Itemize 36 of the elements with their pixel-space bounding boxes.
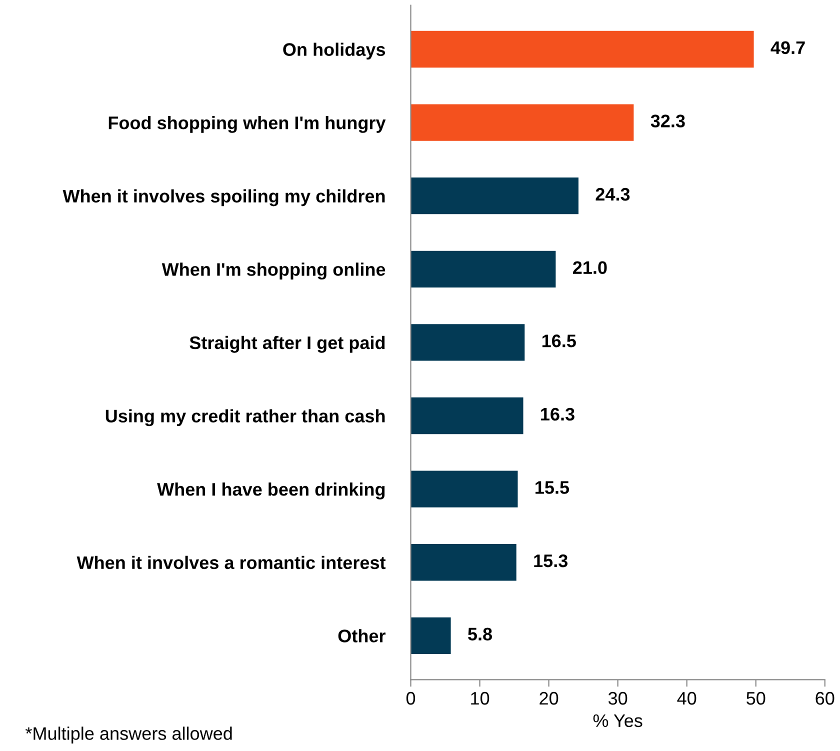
data-label: 15.3 <box>534 554 568 568</box>
bar <box>410 397 524 434</box>
bar <box>410 30 754 68</box>
bar <box>410 104 634 141</box>
x-axis-title: % Yes <box>593 714 642 728</box>
bar <box>410 544 516 581</box>
x-tick-label: 40 <box>677 692 696 705</box>
y-tick-label: When I'm shopping online <box>162 262 386 280</box>
y-tick-label: Using my credit rather than cash <box>106 409 385 426</box>
bar <box>410 250 556 288</box>
data-label: 5.8 <box>468 628 492 641</box>
y-tick-label: On holidays <box>283 42 386 60</box>
data-label: 16.3 <box>541 408 574 421</box>
y-tick-label: When it involves spoiling my children <box>62 189 385 206</box>
y-tick-label: Other <box>338 629 386 642</box>
y-tick-label: When I have been drinking <box>157 482 385 500</box>
bar <box>410 324 525 361</box>
data-label: 49.7 <box>770 41 805 54</box>
data-label: 15.5 <box>536 481 570 494</box>
x-tick-label: 10 <box>471 692 490 705</box>
x-tick-label: 50 <box>746 692 766 705</box>
data-label: 32.3 <box>650 114 685 128</box>
data-label: 24.3 <box>596 188 630 201</box>
x-tick-label: 20 <box>540 692 558 705</box>
y-tick-label: Straight after I get paid <box>190 336 385 353</box>
data-label: 21.0 <box>572 261 607 274</box>
text: *Multiple answers allowed <box>25 726 232 744</box>
bar <box>410 617 451 654</box>
x-tick-label: 0 <box>406 692 416 705</box>
x-tick-label: 60 <box>816 692 834 705</box>
data-label: 16.5 <box>542 334 576 348</box>
y-tick-label: Food shopping when I'm hungry <box>108 116 386 133</box>
x-tick-label: 30 <box>608 692 628 705</box>
bar <box>410 178 578 214</box>
bar <box>410 470 518 508</box>
y-tick-label: When it involves a romantic interest <box>76 556 386 570</box>
